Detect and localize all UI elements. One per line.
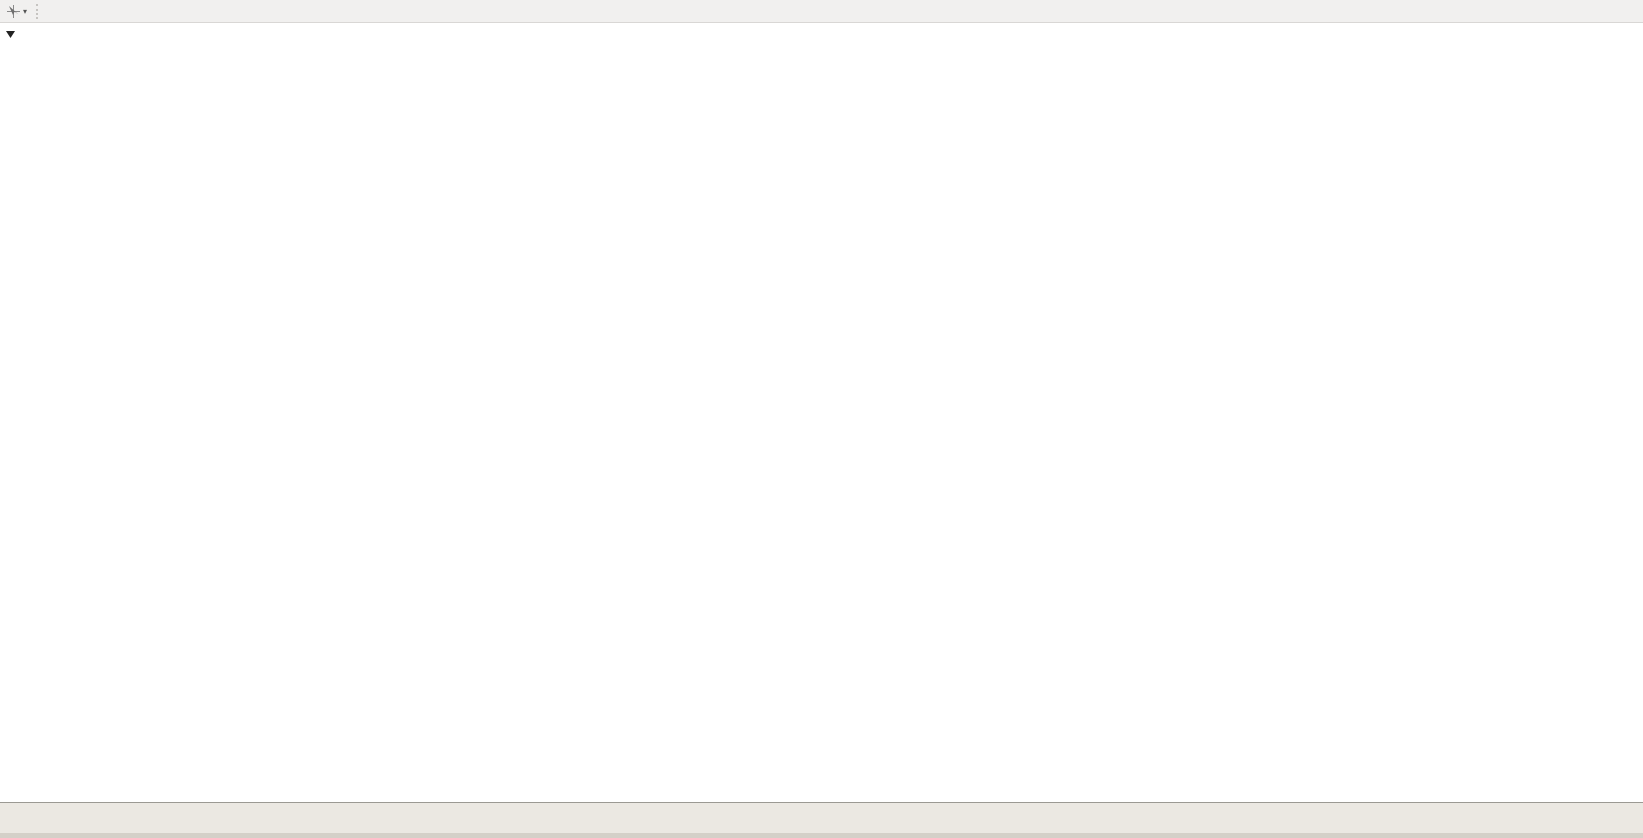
chart-svg — [6, 31, 15, 38]
chevron-down-icon: ▾ — [23, 6, 28, 16]
chart-tab-bar — [0, 802, 1643, 833]
crosshair-glyph — [7, 4, 20, 18]
title-dropdown-icon[interactable] — [6, 31, 15, 38]
chart-window — [0, 23, 1643, 802]
crosshair-cursor-icon[interactable]: ▾ — [0, 4, 31, 19]
timeframe-toolbar: ▾ — [0, 0, 1643, 23]
toolbar-grip-handle[interactable] — [36, 3, 44, 19]
